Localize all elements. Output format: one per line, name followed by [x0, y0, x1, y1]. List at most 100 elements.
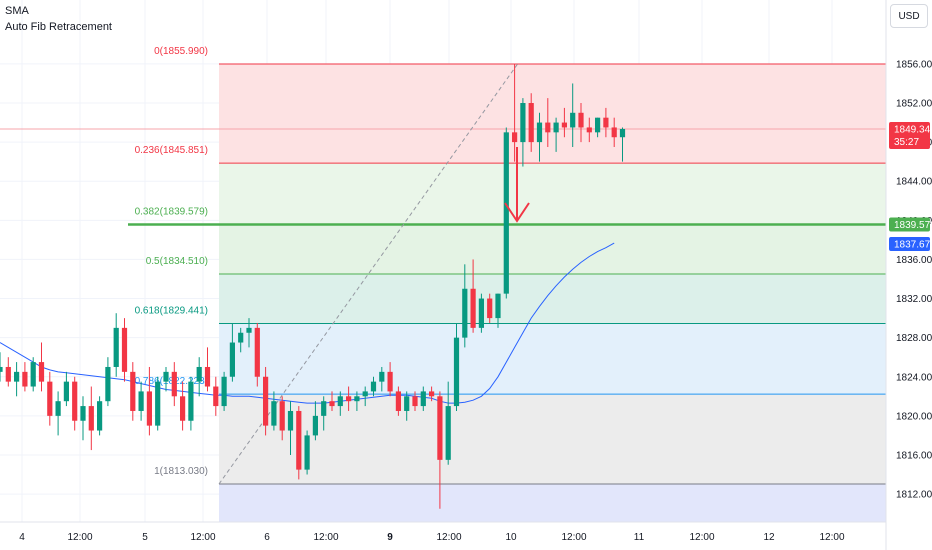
candle-body	[105, 366, 111, 402]
candle-body	[445, 406, 451, 460]
candle-body	[97, 401, 103, 431]
candle-body	[146, 391, 152, 426]
candle-body	[412, 396, 418, 407]
candle	[97, 396, 103, 436]
candle	[570, 83, 576, 148]
candle	[420, 386, 426, 411]
price-tick-label: 1836.000	[896, 255, 932, 266]
candle-body	[279, 401, 285, 431]
candle-body	[204, 366, 211, 387]
candle	[171, 362, 177, 407]
candle-body	[478, 298, 484, 328]
fib-382-tag	[889, 217, 930, 232]
candle	[437, 391, 443, 509]
annotations	[504, 147, 530, 223]
candle-body	[130, 371, 136, 411]
candle	[495, 293, 501, 328]
fib-label-0-786: 0.786(1822.223)	[135, 376, 208, 387]
candle	[536, 112, 543, 162]
candle-body	[188, 381, 194, 421]
candle-body	[113, 327, 119, 367]
candle-body	[453, 337, 460, 407]
fib-zone-0-5	[219, 273, 886, 324]
candle	[487, 293, 493, 323]
candle-body	[595, 117, 601, 133]
candle	[72, 376, 78, 431]
candle-body	[611, 127, 617, 138]
fib-382-value: 1839.579	[894, 220, 932, 231]
down-arrow-head	[504, 202, 530, 223]
fib-zone-0-618	[219, 323, 886, 395]
candle	[213, 376, 219, 416]
time-tick-label: 12:00	[819, 532, 844, 543]
candle	[113, 313, 119, 377]
candle-body	[536, 122, 543, 143]
price-tick-label: 1828.000	[896, 333, 932, 344]
candle	[121, 318, 128, 382]
candle	[263, 366, 269, 436]
fib-label-0-382: 0.382(1839.579)	[135, 206, 208, 217]
price-tick-label: 1856.000	[896, 59, 932, 70]
candle	[528, 93, 534, 152]
candle	[512, 64, 518, 162]
candle-body	[163, 371, 169, 382]
candle-body	[196, 366, 202, 382]
sma-tag	[889, 237, 930, 252]
candle	[478, 293, 484, 333]
price-tick-label: 1832.000	[896, 294, 932, 305]
candle	[80, 396, 86, 441]
candle-body	[138, 391, 144, 411]
candle	[279, 396, 285, 441]
sma-line	[0, 242, 615, 404]
fib-zones	[219, 64, 886, 522]
candle	[578, 103, 584, 143]
candle	[395, 386, 401, 416]
candle	[30, 357, 36, 392]
candle	[404, 391, 410, 421]
candle	[586, 117, 592, 143]
candle-body	[603, 117, 609, 128]
candle-body	[528, 103, 534, 143]
price-tick-label: 1820.000	[896, 411, 932, 422]
indicator-title-sma[interactable]: SMA	[5, 5, 29, 17]
candle-body	[387, 371, 393, 392]
fib-zone-0-236	[219, 163, 886, 225]
candle	[221, 371, 227, 411]
time-tick-label: 12:00	[561, 532, 586, 543]
time-tick-label: 12:00	[190, 532, 215, 543]
candle	[163, 366, 169, 392]
candle-body	[404, 396, 410, 411]
candle-body	[63, 381, 69, 402]
candle-body	[287, 410, 294, 431]
candle-body	[155, 381, 161, 426]
time-tick-label: 5	[142, 532, 148, 543]
price-tick-label: 1852.000	[896, 99, 932, 110]
candle-body	[520, 103, 526, 143]
indicator-title-fib[interactable]: Auto Fib Retracement	[5, 21, 112, 33]
candle-body	[503, 132, 509, 294]
price-tick-label: 1812.000	[896, 490, 932, 501]
candle-body	[437, 396, 443, 460]
last-price-value: 1849.345	[894, 124, 932, 135]
candle-body	[619, 128, 626, 138]
price-tick-label: 1816.000	[896, 450, 932, 461]
candle	[271, 391, 277, 431]
candle-body	[362, 391, 368, 397]
candle-body	[213, 386, 219, 407]
candle	[155, 376, 161, 431]
candle	[238, 327, 244, 353]
candle-body	[121, 327, 128, 372]
time-tick-label: 12:00	[67, 532, 92, 543]
candles	[0, 64, 626, 509]
candle-body	[354, 396, 360, 402]
candle	[47, 371, 53, 426]
time-tick-label: 12:00	[689, 532, 714, 543]
fib-label-0: 0(1855.990)	[154, 46, 208, 57]
candle	[63, 371, 69, 407]
candle-body	[329, 401, 335, 407]
candle	[595, 117, 601, 138]
currency-button[interactable]: USD	[890, 4, 928, 28]
candle-body	[271, 401, 277, 426]
